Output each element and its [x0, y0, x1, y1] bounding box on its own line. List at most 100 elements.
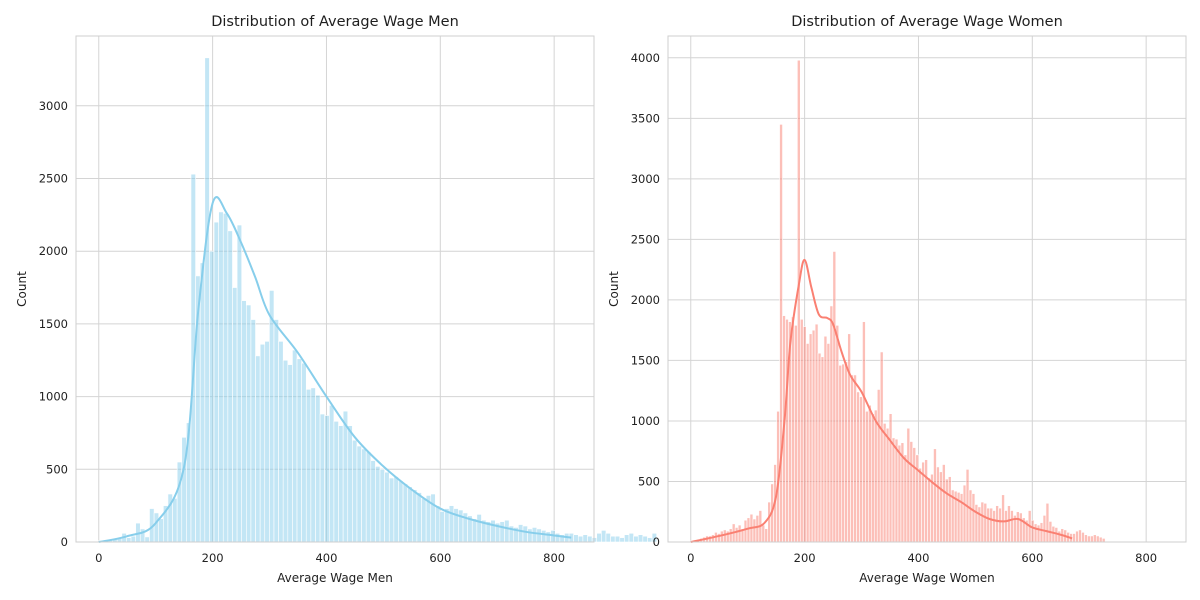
y-tick-label: 500 [638, 474, 660, 488]
histogram-bar [779, 124, 783, 543]
histogram-bar [393, 476, 399, 543]
y-tick-label: 2000 [631, 293, 660, 307]
histogram-bar [808, 333, 813, 543]
histogram-bar [876, 389, 881, 543]
histogram-bar [624, 534, 630, 543]
histogram-bar [820, 356, 825, 543]
histogram-bar [755, 515, 760, 543]
histogram-bar [365, 451, 372, 543]
histogram-bar [614, 535, 621, 543]
histogram-bar [764, 528, 769, 543]
histogram-bar [891, 437, 896, 543]
histogram-bar [264, 341, 270, 543]
chart-women: Distribution of Average Wage Women Avera… [607, 14, 1187, 585]
histogram-bar [250, 319, 256, 543]
histogram-bar [324, 415, 330, 543]
histogram-bar [310, 387, 316, 543]
histogram-bar [1030, 519, 1035, 543]
histogram-bar [983, 502, 988, 543]
histogram-bar [329, 405, 335, 543]
histogram-bar [1098, 536, 1103, 543]
x-axis-label: Average Wage Men [277, 571, 393, 585]
histogram-bar [647, 537, 653, 543]
histogram-bar [767, 501, 771, 543]
chart-title: Distribution of Average Wage Women [791, 14, 1063, 30]
chart-title: Distribution of Average Wage Men [211, 14, 459, 30]
x-tick-label: 200 [202, 551, 224, 565]
histogram-bar [518, 524, 524, 543]
histogram-bar [1075, 530, 1079, 543]
histogram-bar [811, 329, 816, 543]
histogram-bar [841, 363, 845, 543]
histogram-bar [499, 521, 505, 543]
histogram-bar [601, 530, 607, 543]
x-axis-label: Average Wage Women [859, 571, 995, 585]
histogram-bar [734, 527, 739, 543]
x-tick-label: 200 [794, 551, 816, 565]
x-tick-label: 0 [95, 551, 102, 565]
histogram-bar [269, 290, 275, 543]
histogram-bar [172, 498, 178, 543]
plot-frame [667, 35, 1187, 543]
histogram-bar [894, 438, 899, 543]
histogram-bar [797, 59, 801, 543]
histogram-bar [347, 425, 353, 543]
histogram-bar [204, 57, 210, 543]
histogram-bar [375, 466, 381, 543]
y-tick-label: 1500 [39, 317, 68, 331]
histogram-bar [918, 467, 922, 543]
histogram-bar [814, 323, 819, 543]
x-tick-label: 0 [687, 551, 694, 565]
histogram-bars [690, 59, 1106, 543]
x-tick-label: 600 [1021, 551, 1043, 565]
histogram-bar [888, 413, 893, 543]
histogram-bar [287, 364, 293, 543]
histogram-bar [1010, 510, 1014, 543]
histogram-bar [977, 506, 982, 543]
y-tick-label: 500 [46, 462, 68, 476]
histogram-bar [995, 505, 999, 543]
histogram-bar [728, 528, 733, 543]
grid [668, 36, 1186, 543]
histogram-bar [829, 305, 834, 543]
histogram-bar [802, 326, 807, 543]
histogram-bar [153, 512, 160, 543]
histogram-bar [296, 358, 302, 543]
histogram-bar [259, 343, 266, 543]
histogram-bar [384, 471, 390, 543]
x-ticks: 0 200 400 600 800 [95, 551, 565, 565]
histogram-bar [379, 468, 385, 543]
histogram-bar [582, 534, 588, 543]
histogram-bar [232, 287, 238, 543]
x-tick-label: 600 [429, 551, 451, 565]
y-tick-label: 1000 [39, 390, 68, 404]
histogram-bar [882, 423, 887, 543]
histogram-bar [794, 325, 798, 543]
histogram-bar [791, 316, 795, 543]
histogram-bar [865, 410, 869, 543]
histogram-bar [897, 444, 902, 543]
histogram-bar [236, 224, 243, 543]
plot-frame [75, 35, 595, 543]
y-axis-label: Count [607, 271, 621, 307]
histogram-bar [398, 480, 404, 543]
histogram-bar [853, 374, 857, 543]
histogram-bar [448, 505, 455, 543]
histogram-bar [176, 461, 183, 543]
histogram-bar [541, 530, 547, 543]
histogram-bar [444, 508, 450, 543]
histogram-bar [370, 460, 376, 543]
histogram-bar [319, 413, 325, 543]
histogram-bar [930, 473, 934, 543]
histogram-bar [838, 364, 843, 543]
histogram-bar [817, 352, 822, 543]
x-tick-label: 800 [543, 551, 565, 565]
histogram-bar [1090, 535, 1094, 543]
histogram-bar [301, 362, 307, 543]
histogram-bar [1081, 532, 1085, 543]
histogram-bar [255, 355, 261, 543]
y-tick-label: 4000 [631, 51, 660, 65]
y-tick-label: 2500 [631, 232, 660, 246]
histogram-bar [799, 318, 804, 543]
